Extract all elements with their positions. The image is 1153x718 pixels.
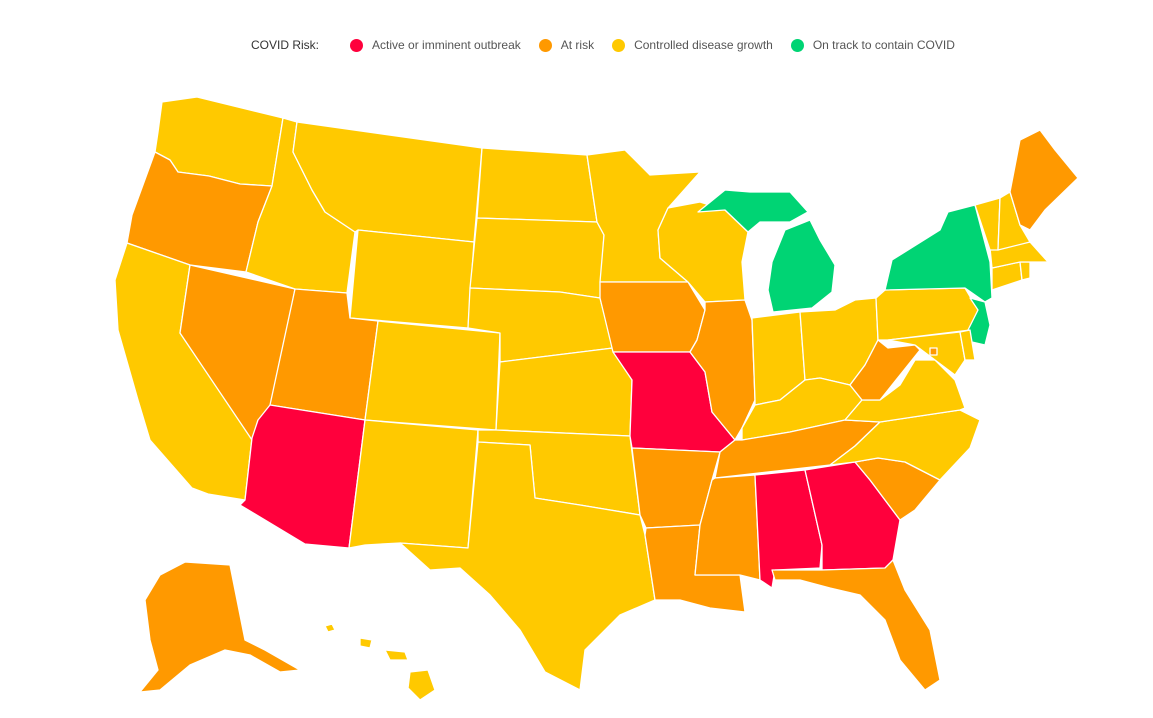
state-il[interactable] — [689, 299, 756, 441]
legend-swatch-on-track — [790, 38, 804, 52]
legend-title: COVID Risk: — [251, 38, 320, 52]
state-de[interactable] — [959, 329, 976, 361]
legend-swatch-controlled — [612, 38, 626, 52]
state-sd[interactable] — [469, 217, 605, 299]
state-me[interactable] — [1009, 129, 1079, 231]
legend-label-at-risk: At risk — [560, 38, 595, 52]
state-nj[interactable] — [967, 297, 991, 346]
state-ks[interactable] — [495, 347, 633, 437]
legend-swatch-at-risk — [538, 38, 552, 52]
legend-label-controlled: Controlled disease growth — [634, 38, 773, 52]
state-ri[interactable] — [1019, 261, 1031, 281]
state-dc[interactable] — [929, 347, 938, 356]
legend: COVID Risk: Active or imminent outbreak … — [251, 38, 973, 52]
state-tx[interactable] — [399, 441, 656, 691]
state-nd[interactable] — [476, 147, 598, 223]
state-nc[interactable] — [829, 409, 981, 481]
state-wy[interactable] — [349, 229, 475, 329]
state-az[interactable] — [239, 404, 366, 549]
legend-item-on-track: On track to contain COVID — [790, 38, 955, 52]
legend-label-outbreak: Active or imminent outbreak — [372, 38, 521, 52]
legend-item-outbreak: Active or imminent outbreak — [350, 38, 521, 52]
state-nm[interactable] — [348, 419, 479, 549]
state-fl[interactable] — [771, 559, 941, 691]
state-nh[interactable] — [997, 191, 1031, 251]
legend-label-on-track: On track to contain COVID — [812, 38, 955, 52]
state-co[interactable] — [364, 320, 501, 431]
state-ia[interactable] — [599, 281, 706, 353]
legend-item-controlled: Controlled disease growth — [612, 38, 773, 52]
state-ny[interactable] — [884, 204, 993, 303]
state-hi[interactable] — [324, 623, 436, 701]
legend-swatch-outbreak — [350, 38, 364, 52]
state-mi[interactable] — [697, 189, 836, 313]
legend-item-at-risk: At risk — [538, 38, 595, 52]
state-ak[interactable] — [139, 561, 301, 693]
